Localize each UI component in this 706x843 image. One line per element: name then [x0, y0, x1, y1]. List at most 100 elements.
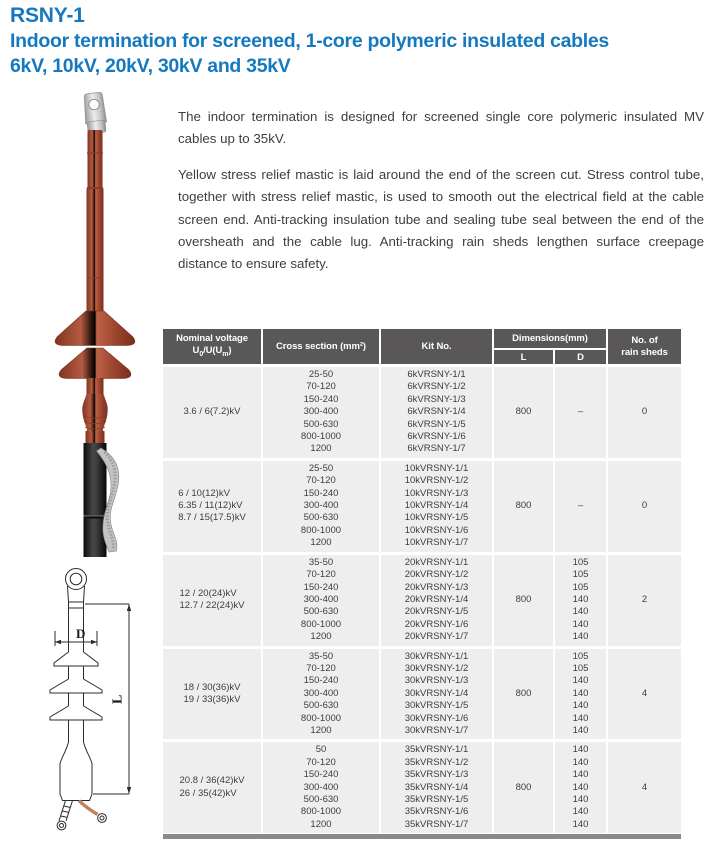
- table-bottom-bar: [163, 834, 681, 840]
- kit-no-value: 30kVRSNY-1/5: [404, 700, 469, 712]
- kit-no-cell: 35kVRSNY-1/1 35kVRSNY-1/2 35kVRSNY-1/3 35kV…: [379, 739, 493, 834]
- page-title: Indoor termination for screened, 1-core …: [10, 29, 706, 79]
- kit-no-value: 20kVRSNY-1/3: [404, 581, 469, 593]
- rain-shed-lower: [58, 347, 132, 379]
- kit-no-value: 10kVRSNY-1/5: [404, 512, 469, 524]
- diameter-value: 140: [572, 781, 589, 793]
- cross-section-value: 1200: [310, 443, 332, 455]
- kit-no-value: 20kVRSNY-1/5: [404, 606, 469, 618]
- lug-hole: [88, 98, 100, 111]
- length-cell: 800: [492, 645, 554, 741]
- cross-section-value: 300-400: [303, 781, 339, 793]
- product-code: RSNY-1: [10, 4, 85, 27]
- drawing-earth-braid: [58, 800, 73, 822]
- kit-no-value: 20kVRSNY-1/7: [404, 631, 469, 643]
- kit-no-value: 6kVRSNY-1/5: [407, 418, 466, 430]
- voltage-cell: 18 / 30(36)kV 19 / 33(36)kV: [163, 645, 262, 741]
- spec-group-row: 3.6 / 6(7.2)kV 25-50 70-120 150-240 300-400 5…: [163, 364, 682, 460]
- col-header-cross-section: Cross section (mm²): [261, 329, 380, 366]
- diameter-value: 105: [572, 662, 589, 674]
- length-cell: 800: [492, 551, 554, 648]
- product-photo: [5, 92, 165, 558]
- kit-no-value: 35kVRSNY-1/7: [404, 818, 469, 830]
- rain-sheds-cell: 4: [606, 645, 682, 741]
- insulation-tube: [86, 130, 104, 311]
- cross-section-value: 150-240: [303, 769, 339, 781]
- kit-no-value: 6kVRSNY-1/6: [407, 431, 466, 443]
- kit-no-cell: 10kVRSNY-1/1 10kVRSNY-1/2 10kVRSNY-1/3 10kV…: [379, 457, 493, 554]
- cross-section-value: 70-120: [306, 662, 336, 674]
- cross-section-value: 50: [315, 744, 327, 756]
- voltage-value: 6.35 / 11(12)kV: [178, 500, 243, 512]
- earth-braid: [96, 447, 120, 553]
- cross-section-value: 70-120: [306, 381, 336, 393]
- kit-no-value: 20kVRSNY-1/4: [404, 593, 469, 605]
- rain-sheds-cell: 0: [606, 364, 682, 460]
- diameter-value: 140: [572, 618, 589, 630]
- kit-no-value: 35kVRSNY-1/6: [404, 806, 469, 818]
- cross-section-cell: 50 70-120 150-240 300-400 500-630 800-1000 120…: [261, 739, 380, 834]
- length-cell: 800: [492, 457, 554, 554]
- cross-section-value: 1200: [310, 724, 332, 736]
- voltage-cell: 20.8 / 36(42)kV 26 / 35(42)kV: [163, 739, 262, 834]
- cross-section-value: 500-630: [303, 700, 339, 712]
- diameter-value: 140: [572, 593, 589, 605]
- diameter-value: 140: [572, 700, 589, 712]
- voltage-value: 8.7 / 15(17.5)kV: [178, 512, 246, 524]
- diameter-value: 140: [572, 744, 589, 756]
- cross-section-value: 25-50: [308, 462, 334, 474]
- diameter-value: 140: [572, 712, 589, 724]
- diameter-value: 140: [572, 794, 589, 805]
- page-title-line1: Indoor termination for screened, 1-core …: [10, 30, 609, 52]
- col-header-dimensions: Dimensions(mm): [491, 329, 608, 349]
- kit-no-value: 35kVRSNY-1/4: [404, 781, 469, 793]
- voltage-cell: 12 / 20(24)kV 12.7 / 22(24)kV: [163, 551, 262, 648]
- diameter-value: 105: [572, 581, 589, 593]
- dimension-d: [54, 631, 98, 646]
- voltage-value: 6 / 10(12)kV: [178, 487, 230, 499]
- voltage-value: 12.7 / 22(24)kV: [179, 600, 245, 612]
- drawing-lug-hole: [65, 568, 87, 590]
- cross-section-cell: 25-50 70-120 150-240 300-400 500-630 800-1000…: [261, 457, 380, 554]
- kit-no-value: 35kVRSNY-1/2: [404, 756, 469, 768]
- spec-table: Nominal voltage U0/U(Um) Cross section (…: [163, 329, 682, 834]
- cross-section-value: 150-240: [303, 581, 339, 593]
- diameter-value: 140: [572, 631, 589, 643]
- diameter-value: 140: [572, 687, 589, 699]
- rain-sheds-cell: 2: [606, 551, 682, 648]
- kit-no-value: 10kVRSNY-1/7: [404, 537, 469, 549]
- kit-no-value: 35kVRSNY-1/1: [404, 744, 469, 756]
- voltage-value: 18 / 30(36)kV: [183, 681, 241, 693]
- kit-no-value: 10kVRSNY-1/1: [404, 462, 469, 474]
- termination-dimension-drawing: D L: [49, 568, 132, 831]
- voltage-value: 12 / 20(24)kV: [179, 587, 237, 599]
- kit-no-value: 30kVRSNY-1/3: [404, 675, 469, 687]
- rain-sheds-cell: 0: [606, 457, 682, 554]
- cross-section-value: 800-1000: [300, 524, 342, 536]
- voltage-cell: 3.6 / 6(7.2)kV: [163, 364, 262, 460]
- cross-section-value: 500-630: [303, 512, 339, 524]
- cross-section-value: 500-630: [303, 794, 339, 805]
- dimension-l-label: L: [111, 695, 126, 704]
- cross-section-value: 70-120: [306, 475, 336, 487]
- kit-no-value: 10kVRSNY-1/2: [404, 475, 469, 487]
- drawing-earth-wire: [77, 799, 99, 816]
- voltage-value: 3.6 / 6(7.2)kV: [183, 406, 241, 418]
- spec-group-row: 6 / 10(12)kV 6.35 / 11(12)kV 8.7 / 15(17.5…: [163, 457, 682, 554]
- kit-no-cell: 30kVRSNY-1/1 30kVRSNY-1/2 30kVRSNY-1/3 30kV…: [379, 645, 493, 741]
- cross-section-value: 300-400: [303, 500, 339, 512]
- cross-section-value: 300-400: [303, 406, 339, 418]
- stress-control-tube: [82, 378, 108, 443]
- cross-section-value: 35-50: [308, 556, 334, 568]
- kit-no-value: 30kVRSNY-1/1: [404, 650, 469, 662]
- diameter-value: 105: [572, 569, 589, 581]
- kit-no-cell: 20kVRSNY-1/1 20kVRSNY-1/2 20kVRSNY-1/3 20kV…: [379, 551, 493, 648]
- kit-no-value: 30kVRSNY-1/2: [404, 662, 469, 674]
- cross-section-value: 25-50: [308, 369, 334, 380]
- diameter-value: 140: [572, 769, 589, 781]
- cross-section-cell: 35-50 70-120 150-240 300-400 500-630 800-1000…: [261, 645, 380, 741]
- description-paragraph-1: The indoor termination is designed for s…: [178, 109, 704, 147]
- spec-group-row: 20.8 / 36(42)kV 26 / 35(42)kV 50 70-120 150-…: [163, 739, 682, 834]
- col-header-dim-d: D: [552, 348, 608, 366]
- kit-no-cell: 6kVRSNY-1/1 6kVRSNY-1/2 6kVRSNY-1/3 6kVRSNY…: [379, 364, 493, 460]
